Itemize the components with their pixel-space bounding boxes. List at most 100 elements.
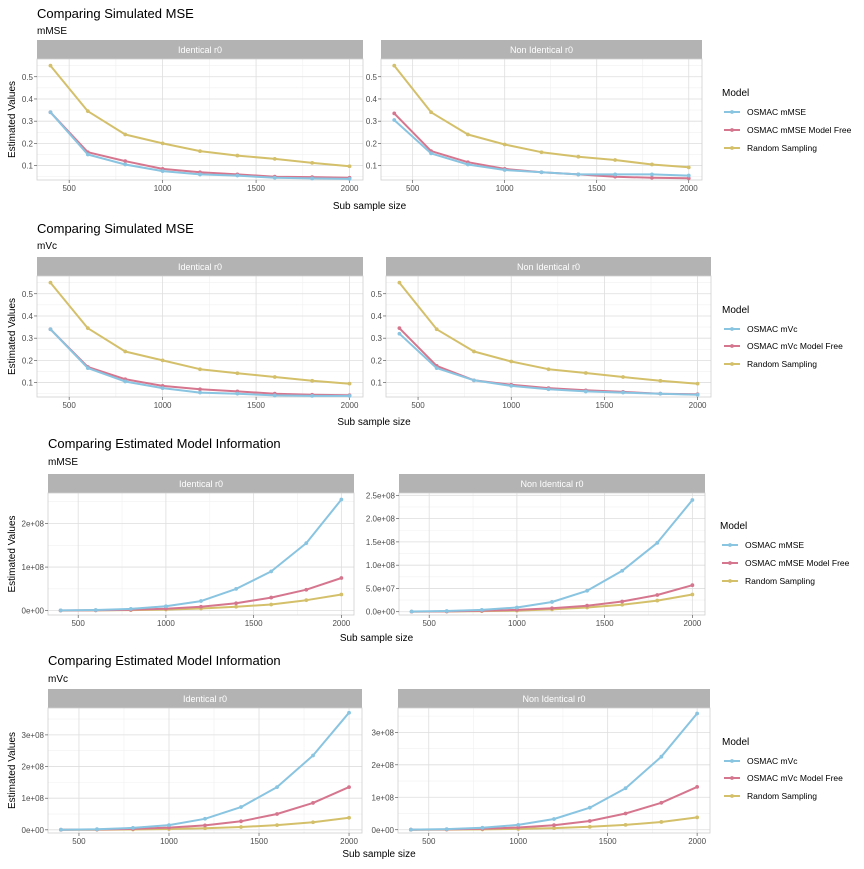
x-tick-label: 1000: [508, 619, 526, 628]
data-point: [613, 158, 618, 162]
x-tick-label: 1500: [247, 184, 265, 193]
data-point: [311, 820, 315, 825]
data-point: [48, 63, 53, 68]
x-tick-label: 500: [62, 184, 76, 193]
legend-entry-label: OSMAC mMSE: [745, 540, 804, 550]
x-tick-label: 2000: [680, 184, 698, 193]
legend-entry-label: OSMAC mVc Model Free: [747, 773, 843, 783]
x-tick-label: 2000: [332, 619, 350, 628]
x-tick-label: 2000: [683, 619, 701, 628]
y-tick-label: 1e+08: [372, 793, 395, 802]
data-point: [347, 815, 351, 820]
y-tick-label: 5.0e+07: [366, 584, 396, 593]
y-tick-label: 0.2: [22, 356, 34, 365]
data-point: [587, 824, 592, 829]
data-point: [310, 161, 315, 165]
data-point: [620, 602, 625, 607]
x-tick-label: 1500: [250, 837, 268, 846]
data-point: [620, 599, 625, 604]
data-point: [690, 498, 695, 502]
chart-block-1: Comparing Simulated MSE mMSE Identical r0 0…: [7, 6, 852, 212]
x-tick-label: 1000: [154, 401, 172, 410]
y-tick-label: 2.0e+08: [366, 515, 396, 524]
chart-subtitle: mVc: [48, 674, 68, 685]
data-point: [546, 387, 551, 392]
data-point: [515, 605, 519, 610]
data-point: [167, 823, 171, 827]
data-point: [444, 827, 449, 832]
data-point: [695, 381, 700, 386]
facet-strip-label: Non Identical r0: [522, 694, 585, 704]
legend-entry-label: Random Sampling: [747, 791, 817, 801]
legend-key-point: [730, 759, 734, 763]
y-axis-label: Estimated Values: [7, 298, 18, 375]
data-point: [85, 366, 90, 371]
data-point: [613, 172, 618, 177]
y-tick-label: 0.4: [366, 95, 378, 104]
data-point: [546, 367, 551, 372]
x-tick-label: 2000: [689, 401, 707, 410]
data-point: [658, 378, 663, 383]
legend-entry-label: OSMAC mVc: [747, 756, 798, 766]
data-point: [686, 176, 691, 181]
y-tick-label: 0.1: [366, 162, 378, 171]
legend-entry-label: OSMAC mMSE Model Free: [747, 125, 852, 135]
data-point: [539, 170, 544, 175]
legend-entry-label: OSMAC mMSE: [747, 107, 806, 117]
data-point: [339, 497, 344, 502]
chart-block-3: Comparing Estimated Model Information mMS…: [7, 436, 850, 644]
facet-strip-label: Non Identical r0: [520, 479, 583, 489]
data-point: [397, 280, 402, 285]
x-tick-label: 1500: [247, 401, 265, 410]
data-point: [655, 598, 660, 603]
data-point: [659, 820, 664, 824]
data-point: [95, 827, 99, 832]
chart-subtitle: mVc: [37, 241, 57, 252]
panel-border: [36, 275, 364, 398]
facet-strip-label: Identical r0: [178, 45, 222, 55]
x-tick-label: 500: [422, 837, 436, 846]
data-point: [659, 800, 664, 805]
x-tick-label: 500: [62, 401, 76, 410]
y-tick-label: 0.5: [371, 290, 383, 299]
data-point: [275, 812, 279, 816]
data-point: [198, 367, 202, 372]
data-point: [160, 386, 165, 391]
data-point: [465, 162, 470, 167]
facet-strip: [48, 474, 354, 493]
data-point: [235, 153, 240, 158]
panel-right: Non Identical r0 0.1 0.2 0.3 0.4 0.5 500 1000 15…: [371, 257, 712, 410]
legend: Model OSMAC mVc OSMAC mVc Model Free Random…: [722, 305, 843, 369]
legend-key-point: [730, 794, 734, 798]
x-tick-label: 500: [406, 184, 420, 193]
data-point: [576, 172, 581, 177]
x-tick-label: 1000: [157, 619, 175, 628]
data-point: [272, 175, 277, 180]
data-point: [48, 327, 53, 332]
legend-key-point: [728, 579, 732, 583]
y-tick-label: 1.0e+08: [366, 561, 396, 570]
legend-key-point: [730, 110, 734, 114]
data-point: [272, 393, 277, 398]
chart-block-4: Comparing Estimated Model Information mVc…: [7, 653, 843, 860]
data-point: [695, 815, 700, 820]
data-point: [695, 392, 700, 397]
data-point: [198, 390, 202, 395]
panel-left: Identical r0 0.1 0.2 0.3 0.4 0.5 500 1000 1500 20…: [22, 257, 364, 410]
data-point: [347, 393, 352, 398]
data-point: [239, 819, 243, 824]
facet-strip-label: Identical r0: [179, 479, 223, 489]
data-point: [85, 152, 90, 157]
data-point: [347, 164, 352, 169]
panel-border: [47, 492, 355, 616]
data-point: [516, 825, 521, 830]
y-tick-label: 2e+08: [22, 763, 45, 772]
legend-title: Model: [722, 88, 749, 99]
data-point: [472, 349, 476, 354]
y-tick-label: 0.1: [22, 379, 34, 388]
data-point: [311, 801, 315, 805]
legend: Model OSMAC mMSE OSMAC mMSE Model Free Rand…: [720, 521, 850, 586]
y-tick-label: 2.5e+08: [366, 491, 396, 500]
data-point: [85, 109, 90, 114]
